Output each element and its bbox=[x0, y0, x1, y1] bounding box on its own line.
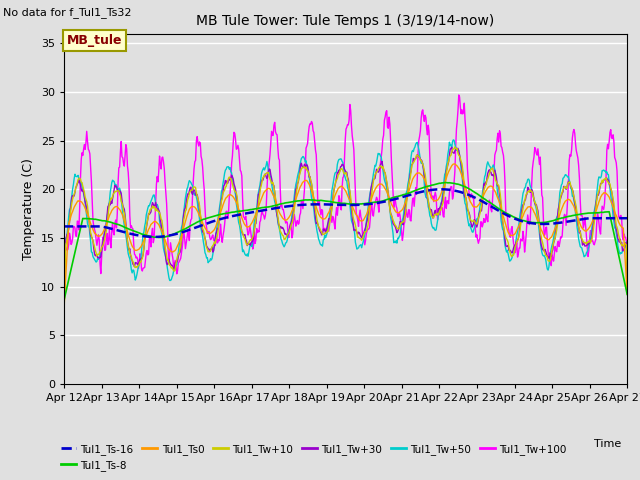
Line: Tul1_Ts0: Tul1_Ts0 bbox=[64, 164, 627, 308]
Tul1_Tw+50 bbox=[128, 270, 136, 276]
Tul1_Tw+50 bbox=[414, 143, 422, 149]
Tul1_Tw+30 bbox=[431, 209, 438, 215]
Tul1_Tw+50 bbox=[431, 227, 438, 232]
Line: Tul1_Tw+50: Tul1_Tw+50 bbox=[64, 140, 627, 288]
Tul1_Ts-16 bbox=[216, 216, 224, 222]
Tul1_Ts-16 bbox=[438, 186, 445, 192]
Text: Time: Time bbox=[593, 439, 621, 449]
Tul1_Tw+50 bbox=[60, 284, 68, 290]
Tul1_Ts-8 bbox=[442, 180, 449, 185]
Tul1_Ts-8 bbox=[215, 212, 223, 217]
Tul1_Ts0 bbox=[623, 291, 631, 297]
Text: MB_tule: MB_tule bbox=[67, 34, 122, 47]
Tul1_Ts-16 bbox=[431, 187, 439, 192]
Tul1_Ts0 bbox=[186, 206, 193, 212]
Tul1_Ts-8 bbox=[70, 253, 78, 259]
Tul1_Tw+10 bbox=[60, 316, 68, 322]
Tul1_Tw+50 bbox=[623, 285, 631, 291]
Tul1_Ts0 bbox=[451, 161, 459, 167]
Tul1_Tw+30 bbox=[448, 144, 456, 150]
Tul1_Ts-16 bbox=[186, 227, 194, 232]
Title: MB Tule Tower: Tule Temps 1 (3/19/14-now): MB Tule Tower: Tule Temps 1 (3/19/14-now… bbox=[196, 14, 495, 28]
Tul1_Ts-8 bbox=[128, 228, 136, 233]
Legend: Tul1_Ts-16, Tul1_Ts-8, Tul1_Ts0, Tul1_Tw+10, Tul1_Tw+30, Tul1_Tw+50, Tul1_Tw+100: Tul1_Ts-16, Tul1_Ts-8, Tul1_Ts0, Tul1_Tw… bbox=[56, 439, 571, 475]
Tul1_Tw+100 bbox=[60, 312, 68, 318]
Tul1_Ts-8 bbox=[186, 224, 193, 229]
Tul1_Tw+100 bbox=[128, 225, 136, 231]
Line: Tul1_Ts-16: Tul1_Ts-16 bbox=[64, 189, 627, 237]
Line: Tul1_Tw+100: Tul1_Tw+100 bbox=[64, 95, 627, 315]
Tul1_Ts0 bbox=[60, 305, 68, 311]
Tul1_Ts-8 bbox=[431, 182, 438, 188]
Tul1_Tw+10 bbox=[414, 153, 422, 159]
Tul1_Ts-16 bbox=[60, 224, 68, 229]
Tul1_Tw+10 bbox=[70, 191, 78, 197]
Line: Tul1_Tw+30: Tul1_Tw+30 bbox=[64, 147, 627, 291]
Tul1_Tw+30 bbox=[70, 193, 78, 199]
Tul1_Tw+10 bbox=[623, 276, 631, 282]
Line: Tul1_Tw+10: Tul1_Tw+10 bbox=[64, 147, 627, 319]
Tul1_Ts-16 bbox=[70, 224, 78, 229]
Tul1_Tw+50 bbox=[70, 176, 78, 181]
Tul1_Tw+30 bbox=[60, 288, 68, 294]
Tul1_Ts0 bbox=[431, 198, 438, 204]
Tul1_Tw+30 bbox=[414, 153, 422, 158]
Tul1_Tw+10 bbox=[215, 220, 223, 226]
Tul1_Ts0 bbox=[128, 243, 136, 249]
Tul1_Tw+100 bbox=[215, 238, 223, 244]
Y-axis label: Temperature (C): Temperature (C) bbox=[22, 158, 35, 260]
Tul1_Ts-16 bbox=[150, 234, 158, 240]
Tul1_Tw+30 bbox=[128, 258, 136, 264]
Tul1_Ts-16 bbox=[128, 231, 136, 237]
Tul1_Tw+30 bbox=[186, 189, 193, 194]
Tul1_Ts0 bbox=[215, 214, 223, 219]
Tul1_Ts-8 bbox=[414, 187, 422, 192]
Tul1_Tw+30 bbox=[623, 287, 631, 292]
Tul1_Ts0 bbox=[414, 170, 422, 176]
Tul1_Ts-16 bbox=[415, 190, 422, 195]
Tul1_Tw+10 bbox=[451, 144, 459, 150]
Tul1_Tw+100 bbox=[623, 238, 631, 244]
Tul1_Tw+100 bbox=[455, 92, 463, 98]
Tul1_Tw+50 bbox=[215, 208, 223, 214]
Tul1_Ts0 bbox=[70, 204, 78, 210]
Tul1_Tw+100 bbox=[414, 150, 422, 156]
Tul1_Tw+30 bbox=[215, 218, 223, 224]
Tul1_Tw+50 bbox=[186, 178, 193, 183]
Tul1_Ts-16 bbox=[623, 216, 631, 221]
Tul1_Tw+10 bbox=[128, 257, 136, 263]
Text: No data for f_Tul1_Ts32: No data for f_Tul1_Ts32 bbox=[3, 7, 132, 18]
Tul1_Tw+10 bbox=[186, 191, 193, 196]
Tul1_Ts-8 bbox=[623, 291, 631, 297]
Tul1_Tw+10 bbox=[431, 212, 438, 217]
Tul1_Tw+50 bbox=[449, 137, 457, 143]
Line: Tul1_Ts-8: Tul1_Ts-8 bbox=[64, 182, 627, 300]
Tul1_Tw+100 bbox=[431, 193, 438, 199]
Tul1_Tw+100 bbox=[186, 238, 193, 243]
Tul1_Ts-8 bbox=[60, 298, 68, 303]
Tul1_Tw+100 bbox=[70, 224, 78, 229]
